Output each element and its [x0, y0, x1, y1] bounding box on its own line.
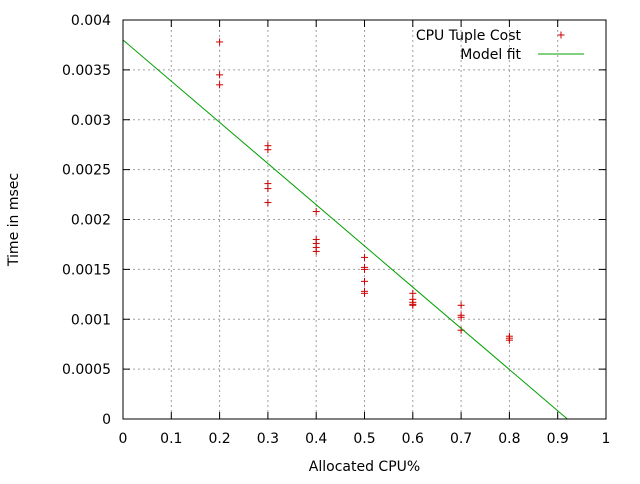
- legend-label-model-fit: Model fit: [460, 47, 521, 63]
- x-tick-label: 0.9: [547, 431, 569, 447]
- x-tick-label: 0.1: [160, 431, 182, 447]
- y-tick-label: 0.0025: [62, 163, 111, 179]
- data-point: [505, 336, 513, 344]
- data-point: [409, 301, 417, 309]
- y-tick-label: 0.0005: [62, 362, 111, 378]
- data-point: [361, 253, 368, 261]
- data-point: [361, 277, 368, 285]
- legend: CPU Tuple Cost Model fit: [416, 28, 584, 63]
- data-point: [264, 185, 272, 193]
- x-tick-label: 0.6: [402, 431, 424, 447]
- x-tick-label: 0.2: [208, 431, 230, 447]
- legend-label-cpu-tuple-cost: CPU Tuple Cost: [416, 28, 522, 44]
- x-tick-label: 0.4: [305, 431, 327, 447]
- y-tick-label: 0.0035: [62, 63, 111, 79]
- data-point: [312, 247, 320, 255]
- data-point: [216, 38, 224, 46]
- legend-plus-marker: [557, 31, 565, 39]
- grid: [123, 20, 606, 419]
- y-tick-label: 0.004: [71, 13, 111, 29]
- x-tick-label: 0: [119, 431, 128, 447]
- data-layer: [122, 38, 568, 420]
- x-tick-label: 0.5: [353, 431, 375, 447]
- ticks: 0 0.1 0.2 0.3 0.4 0.5 0.6 0.7 0.8 0.9 1 0 0.0005 0.00…: [62, 13, 610, 447]
- x-tick-label: 1: [602, 431, 611, 447]
- data-point: [409, 289, 417, 297]
- x-tick-label: 0.3: [257, 431, 279, 447]
- data-point: [361, 289, 368, 297]
- data-point: [264, 146, 272, 154]
- y-tick-label: 0.002: [71, 213, 111, 229]
- data-point: [264, 199, 272, 207]
- model-fit-line: [122, 39, 568, 420]
- x-axis-label: Allocated CPU%: [309, 459, 420, 475]
- y-tick-label: 0.001: [71, 312, 111, 328]
- x-tick-label: 0.8: [498, 431, 520, 447]
- data-point: [457, 313, 465, 321]
- y-tick-label: 0: [102, 412, 111, 428]
- data-point: [216, 81, 224, 89]
- y-axis-label: Time in msec: [6, 173, 22, 267]
- data-point: [361, 265, 368, 273]
- legend-marker-cpu-tuple-cost: [557, 31, 565, 39]
- y-tick-label: 0.0015: [62, 262, 111, 278]
- data-point: [312, 208, 320, 216]
- y-tick-label: 0.003: [71, 113, 111, 129]
- x-tick-label: 0.7: [450, 431, 472, 447]
- data-point: [216, 71, 224, 79]
- data-point: [457, 301, 465, 309]
